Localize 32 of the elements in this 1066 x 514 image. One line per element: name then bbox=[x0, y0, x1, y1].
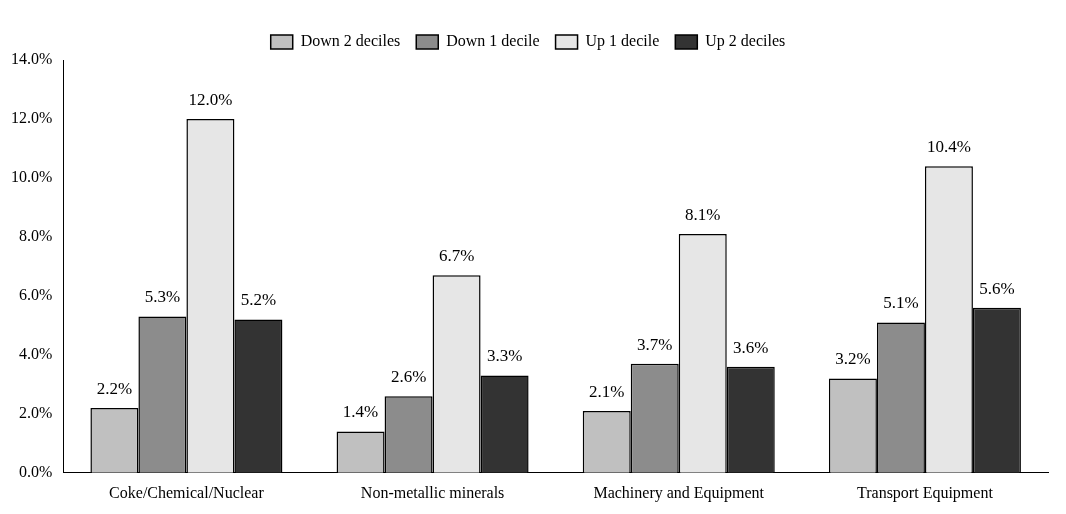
y-tick-label: 2.0% bbox=[19, 404, 53, 422]
data-label: 5.6% bbox=[979, 278, 1015, 298]
data-label: 2.1% bbox=[589, 381, 625, 401]
legend-label: Down 2 deciles bbox=[300, 32, 401, 50]
y-tick-label: 4.0% bbox=[19, 345, 53, 363]
y-tick-label: 6.0% bbox=[19, 286, 53, 304]
data-label: 2.2% bbox=[96, 378, 133, 398]
y-tick-label: 0.0% bbox=[19, 463, 53, 480]
data-label: 3.3% bbox=[486, 346, 523, 366]
data-label: 12.0% bbox=[188, 89, 233, 109]
legend-label: Up 1 decile bbox=[585, 32, 660, 51]
data-label: 5.2% bbox=[240, 290, 277, 310]
x-tick-label: Transport Equipment bbox=[856, 483, 994, 502]
y-tick-label: 14.0% bbox=[11, 50, 53, 68]
data-label: 10.4% bbox=[926, 137, 971, 157]
y-tick-label: 8.0% bbox=[19, 227, 53, 245]
data-label: 5.3% bbox=[144, 287, 181, 307]
data-label: 1.4% bbox=[342, 402, 379, 422]
legend-label: Down 1 decile bbox=[446, 32, 540, 50]
data-label: 2.6% bbox=[390, 367, 427, 387]
y-tick-label: 12.0% bbox=[11, 109, 53, 127]
y-tick-label: 10.0% bbox=[11, 168, 53, 186]
data-label: 3.6% bbox=[733, 337, 769, 357]
x-tick-label: Coke/Chemical/Nuclear bbox=[109, 483, 265, 501]
data-label: 3.7% bbox=[637, 334, 673, 354]
x-tick-label: Machinery and Equipment bbox=[593, 483, 765, 502]
x-tick-label: Non-metallic minerals bbox=[360, 483, 505, 501]
data-label: 5.1% bbox=[883, 293, 919, 313]
data-label: 8.1% bbox=[685, 204, 721, 224]
legend-label: Up 2 deciles bbox=[705, 32, 786, 51]
data-label: 3.2% bbox=[835, 349, 871, 369]
data-label: 6.7% bbox=[438, 246, 475, 266]
